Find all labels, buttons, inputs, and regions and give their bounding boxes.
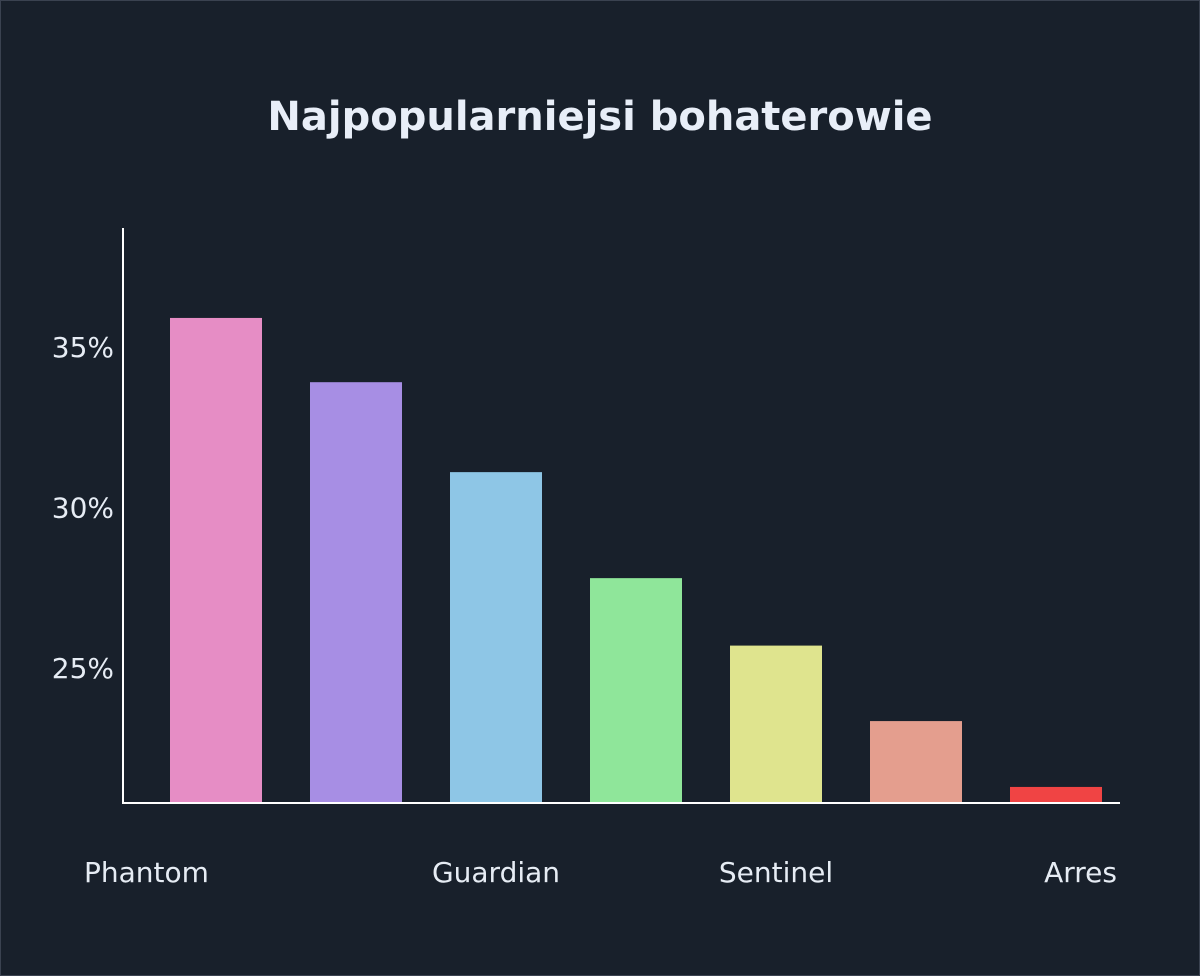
- x-tick-label: Phantom: [84, 856, 209, 889]
- x-tick-label: Sentinel: [719, 856, 833, 889]
- bar-2: [310, 382, 402, 803]
- y-tick-label: 25%: [52, 652, 114, 685]
- x-axis-labels: Phantom Guardian Sentinel Arres: [84, 856, 1117, 889]
- bar-5: [730, 645, 822, 803]
- x-tick-label: Arres: [1044, 856, 1117, 889]
- bar-7: [1010, 786, 1102, 803]
- y-tick-label: 35%: [52, 331, 114, 364]
- bar-1: [170, 317, 262, 803]
- bar-4: [590, 578, 682, 803]
- bar-6: [870, 721, 962, 803]
- bars-group: [170, 317, 1102, 803]
- y-axis-ticks: 25% 30% 35%: [52, 331, 114, 685]
- chart-title: Najpopularniejsi bohaterowie: [267, 94, 932, 140]
- x-tick-label: Guardian: [432, 856, 560, 889]
- bar-3: [450, 472, 542, 803]
- y-tick-label: 30%: [52, 491, 114, 524]
